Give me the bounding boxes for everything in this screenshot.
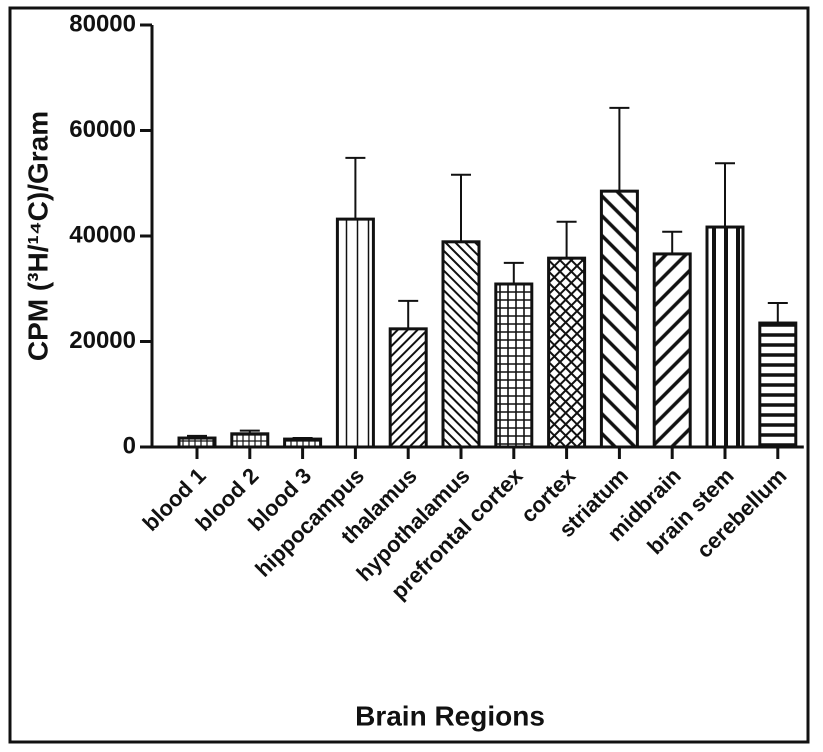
frame — [8, 6, 810, 744]
bar — [283, 437, 323, 449]
x-axis-title: Brain Regions — [355, 700, 545, 731]
y-tick-label: 40000 — [69, 221, 136, 248]
bar — [599, 189, 639, 449]
bar — [230, 432, 270, 449]
bar — [652, 252, 692, 449]
bar — [758, 321, 798, 449]
bar — [547, 256, 587, 449]
bar — [441, 240, 481, 449]
bar — [494, 282, 534, 449]
y-axis-title: CPM (³H/¹⁴C)/Gram — [22, 111, 53, 361]
y-tick-label: 60000 — [69, 116, 136, 143]
bar — [388, 327, 428, 449]
bar — [177, 436, 217, 449]
bar — [335, 217, 375, 449]
bar — [705, 225, 745, 449]
y-tick-label: 20000 — [69, 327, 136, 354]
y-tick-label: 0 — [123, 432, 136, 459]
y-tick-label: 80000 — [69, 10, 136, 37]
